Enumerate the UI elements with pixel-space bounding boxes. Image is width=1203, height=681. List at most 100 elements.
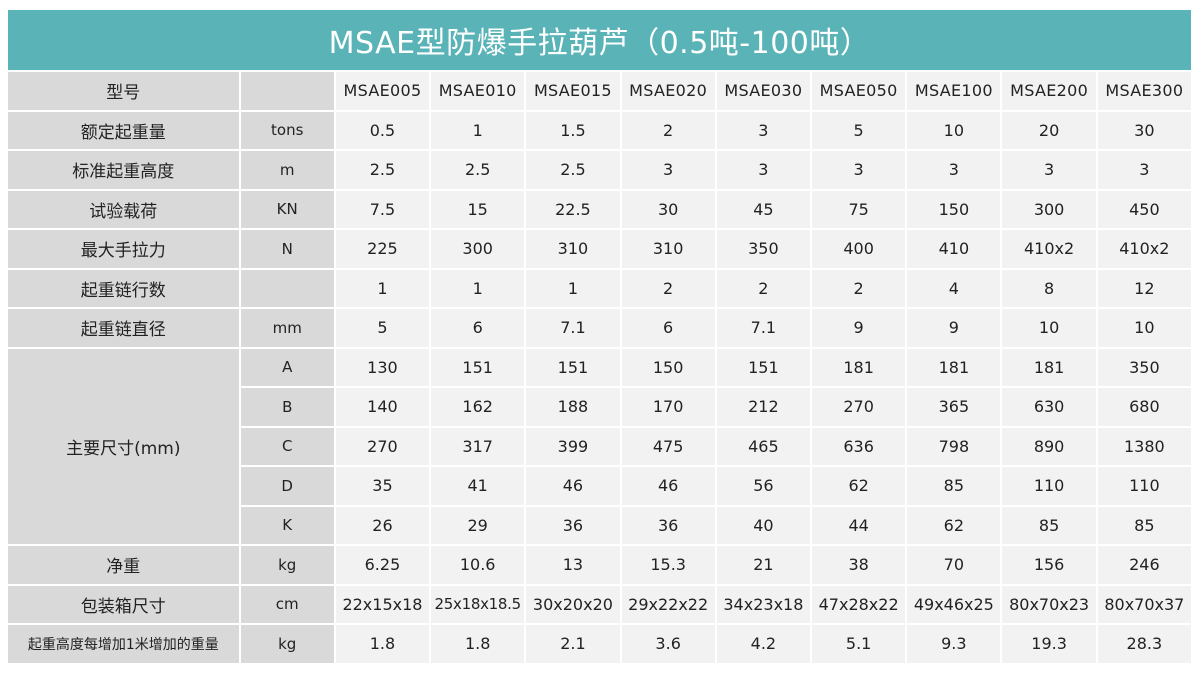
value-cell: 9 — [907, 309, 1001, 347]
value-cell: 7.1 — [526, 309, 620, 347]
table-header-row: 型号 MSAE005 MSAE010 MSAE015 MSAE020 MSAE030 MSA… — [8, 72, 1191, 110]
value-cell: 1 — [526, 269, 620, 307]
value-cell: 80x70x23 — [1002, 585, 1096, 623]
value-cell: 30 — [1097, 111, 1191, 149]
value-cell: 46 — [526, 467, 620, 505]
unit-cell: A — [240, 348, 334, 386]
value-cell: 170 — [621, 388, 715, 426]
value-cell: 365 — [907, 388, 1001, 426]
row-label: 试验载荷 — [8, 190, 239, 228]
value-cell: 890 — [1002, 427, 1096, 465]
value-cell: 798 — [907, 427, 1001, 465]
unit-cell: B — [240, 388, 334, 426]
value-cell: 30x20x20 — [526, 585, 620, 623]
value-cell: 3 — [716, 111, 810, 149]
value-cell: 38 — [812, 546, 906, 584]
unit-cell — [240, 269, 334, 307]
unit-cell: N — [240, 230, 334, 268]
value-cell: 150 — [907, 190, 1001, 228]
row-label: 标准起重高度 — [8, 151, 239, 189]
value-cell: 29 — [431, 506, 525, 544]
value-cell: 19.3 — [1002, 625, 1096, 663]
value-cell: 45 — [716, 190, 810, 228]
value-cell: 1.8 — [431, 625, 525, 663]
value-cell: 4 — [907, 269, 1001, 307]
model-header: MSAE200 — [1002, 72, 1096, 110]
value-cell: 85 — [1097, 506, 1191, 544]
value-cell: 300 — [1002, 190, 1096, 228]
value-cell: 5 — [335, 309, 430, 347]
table-row: 最大手拉力 N 225 300 310 310 350 400 410 410x2 410x2 — [8, 230, 1191, 268]
value-cell: 20 — [1002, 111, 1096, 149]
unit-cell: KN — [240, 190, 334, 228]
model-header: MSAE015 — [526, 72, 620, 110]
page-title: MSAE型防爆手拉葫芦（0.5吨-100吨） — [8, 10, 1191, 70]
model-header: MSAE030 — [716, 72, 810, 110]
value-cell: 0.5 — [335, 111, 430, 149]
value-cell: 110 — [1097, 467, 1191, 505]
model-header: MSAE100 — [907, 72, 1001, 110]
value-cell: 3 — [907, 151, 1001, 189]
value-cell: 162 — [431, 388, 525, 426]
table-row: 试验载荷 KN 7.5 15 22.5 30 45 75 150 300 450 — [8, 190, 1191, 228]
value-cell: 9.3 — [907, 625, 1001, 663]
value-cell: 15.3 — [621, 546, 715, 584]
value-cell: 70 — [907, 546, 1001, 584]
value-cell: 151 — [431, 348, 525, 386]
value-cell: 9 — [812, 309, 906, 347]
table-row: 包装箱尺寸 cm 22x15x18 25x18x18.5 30x20x20 29x22x2… — [8, 585, 1191, 623]
value-cell: 1380 — [1097, 427, 1191, 465]
value-cell: 225 — [335, 230, 430, 268]
value-cell: 636 — [812, 427, 906, 465]
value-cell: 465 — [716, 427, 810, 465]
value-cell: 49x46x25 — [907, 585, 1001, 623]
table-row: C 270 317 399 475 465 636 798 890 1380 — [8, 427, 1191, 465]
value-cell: 350 — [1097, 348, 1191, 386]
row-label: 包装箱尺寸 — [8, 585, 239, 623]
value-cell: 450 — [1097, 190, 1191, 228]
table-row: 额定起重量 tons 0.5 1 1.5 2 3 5 10 20 30 — [8, 111, 1191, 149]
value-cell: 22x15x18 — [335, 585, 430, 623]
value-cell: 10 — [1002, 309, 1096, 347]
value-cell: 3 — [1097, 151, 1191, 189]
value-cell: 21 — [716, 546, 810, 584]
value-cell: 15 — [431, 190, 525, 228]
value-cell: 12 — [1097, 269, 1191, 307]
unit-cell: mm — [240, 309, 334, 347]
row-label: 额定起重量 — [8, 111, 239, 149]
table-row: 标准起重高度 m 2.5 2.5 2.5 3 3 3 3 3 3 — [8, 151, 1191, 189]
table-row: B 140 162 188 170 212 270 365 630 680 — [8, 388, 1191, 426]
value-cell: 2 — [716, 269, 810, 307]
value-cell: 630 — [1002, 388, 1096, 426]
value-cell: 7.1 — [716, 309, 810, 347]
value-cell: 85 — [907, 467, 1001, 505]
value-cell: 8 — [1002, 269, 1096, 307]
row-label-dimensions: 主要尺寸(mm) — [8, 348, 239, 544]
value-cell: 300 — [431, 230, 525, 268]
value-cell: 5 — [812, 111, 906, 149]
value-cell: 62 — [907, 506, 1001, 544]
value-cell: 1 — [335, 269, 430, 307]
value-cell: 56 — [716, 467, 810, 505]
spec-table: 型号 MSAE005 MSAE010 MSAE015 MSAE020 MSAE030 MSA… — [6, 70, 1193, 665]
value-cell: 181 — [812, 348, 906, 386]
model-header: MSAE050 — [812, 72, 906, 110]
value-cell: 85 — [1002, 506, 1096, 544]
value-cell: 2 — [621, 269, 715, 307]
unit-cell: tons — [240, 111, 334, 149]
value-cell: 30 — [621, 190, 715, 228]
value-cell: 7.5 — [335, 190, 430, 228]
value-cell: 2.5 — [431, 151, 525, 189]
value-cell: 410x2 — [1097, 230, 1191, 268]
value-cell: 75 — [812, 190, 906, 228]
value-cell: 270 — [812, 388, 906, 426]
value-cell: 410 — [907, 230, 1001, 268]
value-cell: 10 — [1097, 309, 1191, 347]
value-cell: 110 — [1002, 467, 1096, 505]
value-cell: 181 — [907, 348, 1001, 386]
value-cell: 3.6 — [621, 625, 715, 663]
value-cell: 34x23x18 — [716, 585, 810, 623]
value-cell: 212 — [716, 388, 810, 426]
value-cell: 10 — [907, 111, 1001, 149]
value-cell: 62 — [812, 467, 906, 505]
